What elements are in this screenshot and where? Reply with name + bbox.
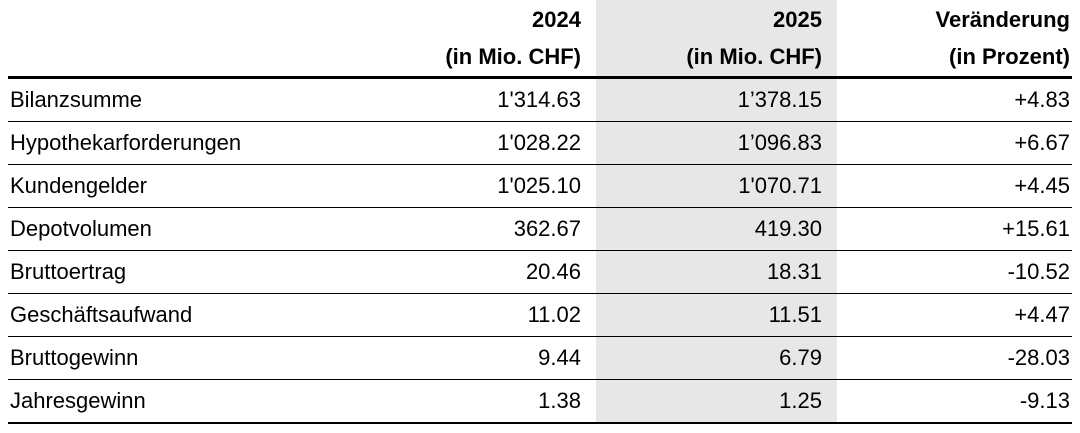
value-2024: 1'314.63: [497, 87, 581, 112]
table-row: Bruttoertrag 20.46 18.31 -10.52: [8, 250, 1072, 294]
value-change: +6.67: [1014, 130, 1070, 155]
column-header-label: [8, 0, 436, 78]
table-row: Bruttogewinn 9.44 6.79 -28.03: [8, 336, 1072, 380]
value-2024: 20.46: [525, 259, 581, 284]
value-2024: 1.38: [538, 388, 581, 413]
value-change: -10.52: [1007, 259, 1070, 284]
value-2025: 18.31: [596, 250, 837, 294]
value-2024: 1'025.10: [497, 173, 581, 198]
value-change: +4.83: [1014, 87, 1070, 112]
value-2025: 1'070.71: [596, 164, 837, 208]
column-header-2025-year: 2025: [773, 7, 822, 32]
column-header-2025-unit: (in Mio. CHF): [686, 44, 822, 69]
column-header-change-year: Veränderung: [935, 7, 1070, 32]
row-label: Hypothekarforderungen: [10, 130, 242, 155]
column-header-change-unit: (in Prozent): [949, 44, 1070, 69]
row-label: Bruttogewinn: [10, 345, 139, 370]
table-row: Bilanzsumme 1'314.63 1’378.15 +4.83: [8, 77, 1072, 122]
table-row: Kundengelder 1'025.10 1'070.71 +4.45: [8, 164, 1072, 208]
row-label: Depotvolumen: [10, 216, 152, 241]
value-2024: 1'028.22: [497, 130, 581, 155]
column-header-2024-year: 2024: [532, 7, 581, 32]
table-row: Geschäftsaufwand 11.02 11.51 +4.47: [8, 293, 1072, 337]
value-2025: 6.79: [596, 336, 837, 380]
column-header-change: Veränderung (in Prozent): [837, 0, 1072, 78]
value-change: -28.03: [1007, 345, 1070, 370]
column-header-2025: 2025 (in Mio. CHF): [596, 0, 837, 78]
table-body: Bilanzsumme 1'314.63 1’378.15 +4.83 Hypo…: [8, 77, 1072, 423]
value-2025: 1.25: [596, 379, 837, 423]
value-2024: 11.02: [527, 302, 581, 327]
row-label: Geschäftsaufwand: [10, 302, 193, 327]
row-label: Kundengelder: [10, 173, 148, 198]
value-2025: 1’378.15: [596, 77, 837, 122]
row-label: Bruttoertrag: [10, 259, 127, 284]
table-header: 2024 (in Mio. CHF) 2025 (in Mio. CHF) Ve…: [8, 0, 1072, 78]
value-2025: 1’096.83: [596, 121, 837, 165]
header-row: 2024 (in Mio. CHF) 2025 (in Mio. CHF) Ve…: [8, 0, 1072, 78]
value-2024: 9.44: [538, 345, 581, 370]
row-label: Jahresgewinn: [10, 388, 146, 413]
row-label: Bilanzsumme: [10, 87, 143, 112]
value-2025: 419.30: [596, 207, 837, 251]
financial-comparison-table: 2024 (in Mio. CHF) 2025 (in Mio. CHF) Ve…: [8, 0, 1072, 424]
value-2024: 362.67: [513, 216, 581, 241]
column-header-2024: 2024 (in Mio. CHF): [436, 0, 596, 78]
table-row: Hypothekarforderungen 1'028.22 1’096.83 …: [8, 121, 1072, 165]
value-change: +4.47: [1014, 302, 1070, 327]
value-change: +4.45: [1014, 173, 1070, 198]
table-row: Depotvolumen 362.67 419.30 +15.61: [8, 207, 1072, 251]
value-change: +15.61: [1002, 216, 1070, 241]
column-header-2024-unit: (in Mio. CHF): [445, 44, 581, 69]
table-row: Jahresgewinn 1.38 1.25 -9.13: [8, 379, 1072, 423]
value-2025: 11.51: [596, 293, 837, 337]
value-change: -9.13: [1019, 388, 1070, 413]
